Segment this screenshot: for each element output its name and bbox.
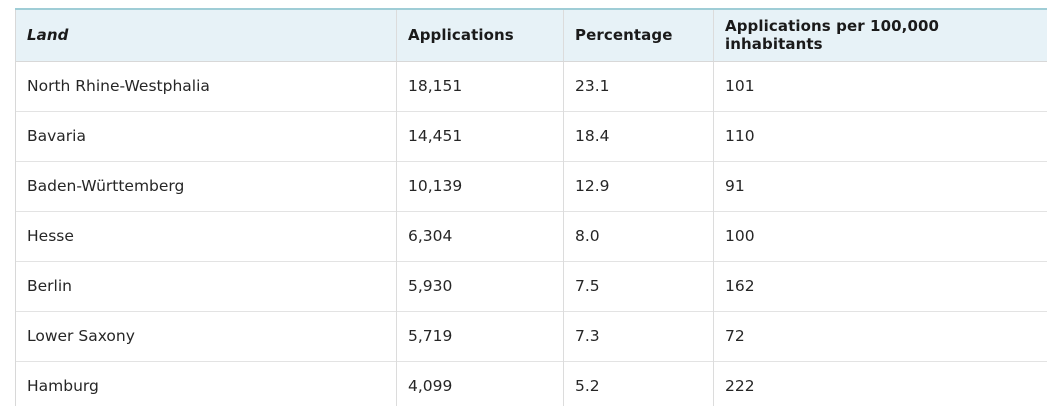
applications-by-land-table: Land Applications Percentage Application… <box>15 8 1047 406</box>
cell-applications: 5,719 <box>396 310 564 361</box>
cell-percentage: 18.4 <box>563 110 714 161</box>
cell-percentage: 8.0 <box>563 210 714 261</box>
cell-applications-per-100000: 91 <box>713 160 1047 211</box>
column-header-land: Land <box>15 8 397 62</box>
table-row: Hesse 6,304 8.0 100 <box>15 210 1047 261</box>
cell-percentage: 5.2 <box>563 360 714 406</box>
table-row: North Rhine-Westphalia 18,151 23.1 101 <box>15 60 1047 111</box>
cell-percentage: 7.5 <box>563 260 714 311</box>
header-row: Land Applications Percentage Application… <box>15 8 1047 62</box>
cell-percentage: 12.9 <box>563 160 714 211</box>
table-row: Baden-Württemberg 10,139 12.9 91 <box>15 160 1047 211</box>
cell-applications: 14,451 <box>396 110 564 161</box>
cell-applications-per-100000: 101 <box>713 60 1047 111</box>
cell-land: Hamburg <box>15 360 397 406</box>
column-header-applications-per-100000: Applications per 100,000 inhabitants <box>713 8 1047 62</box>
cell-applications: 4,099 <box>396 360 564 406</box>
cell-land: Hesse <box>15 210 397 261</box>
cell-applications-per-100000: 100 <box>713 210 1047 261</box>
table-row: Lower Saxony 5,719 7.3 72 <box>15 310 1047 361</box>
cell-applications-per-100000: 162 <box>713 260 1047 311</box>
table-row: Bavaria 14,451 18.4 110 <box>15 110 1047 161</box>
cell-land: Bavaria <box>15 110 397 161</box>
cell-applications-per-100000: 110 <box>713 110 1047 161</box>
table-header: Land Applications Percentage Application… <box>15 8 1047 62</box>
table-row: Hamburg 4,099 5.2 222 <box>15 360 1047 406</box>
cell-land: Lower Saxony <box>15 310 397 361</box>
cell-percentage: 23.1 <box>563 60 714 111</box>
column-header-applications: Applications <box>396 8 564 62</box>
cell-applications: 10,139 <box>396 160 564 211</box>
cell-applications: 5,930 <box>396 260 564 311</box>
cell-applications: 18,151 <box>396 60 564 111</box>
cell-applications-per-100000: 72 <box>713 310 1047 361</box>
cell-land: Berlin <box>15 260 397 311</box>
column-header-percentage: Percentage <box>563 8 714 62</box>
cell-applications-per-100000: 222 <box>713 360 1047 406</box>
cell-applications: 6,304 <box>396 210 564 261</box>
table-row: Berlin 5,930 7.5 162 <box>15 260 1047 311</box>
cell-percentage: 7.3 <box>563 310 714 361</box>
data-table-container: Land Applications Percentage Application… <box>15 8 1047 406</box>
cell-land: Baden-Württemberg <box>15 160 397 211</box>
cell-land: North Rhine-Westphalia <box>15 60 397 111</box>
table-body: North Rhine-Westphalia 18,151 23.1 101 B… <box>15 60 1047 406</box>
